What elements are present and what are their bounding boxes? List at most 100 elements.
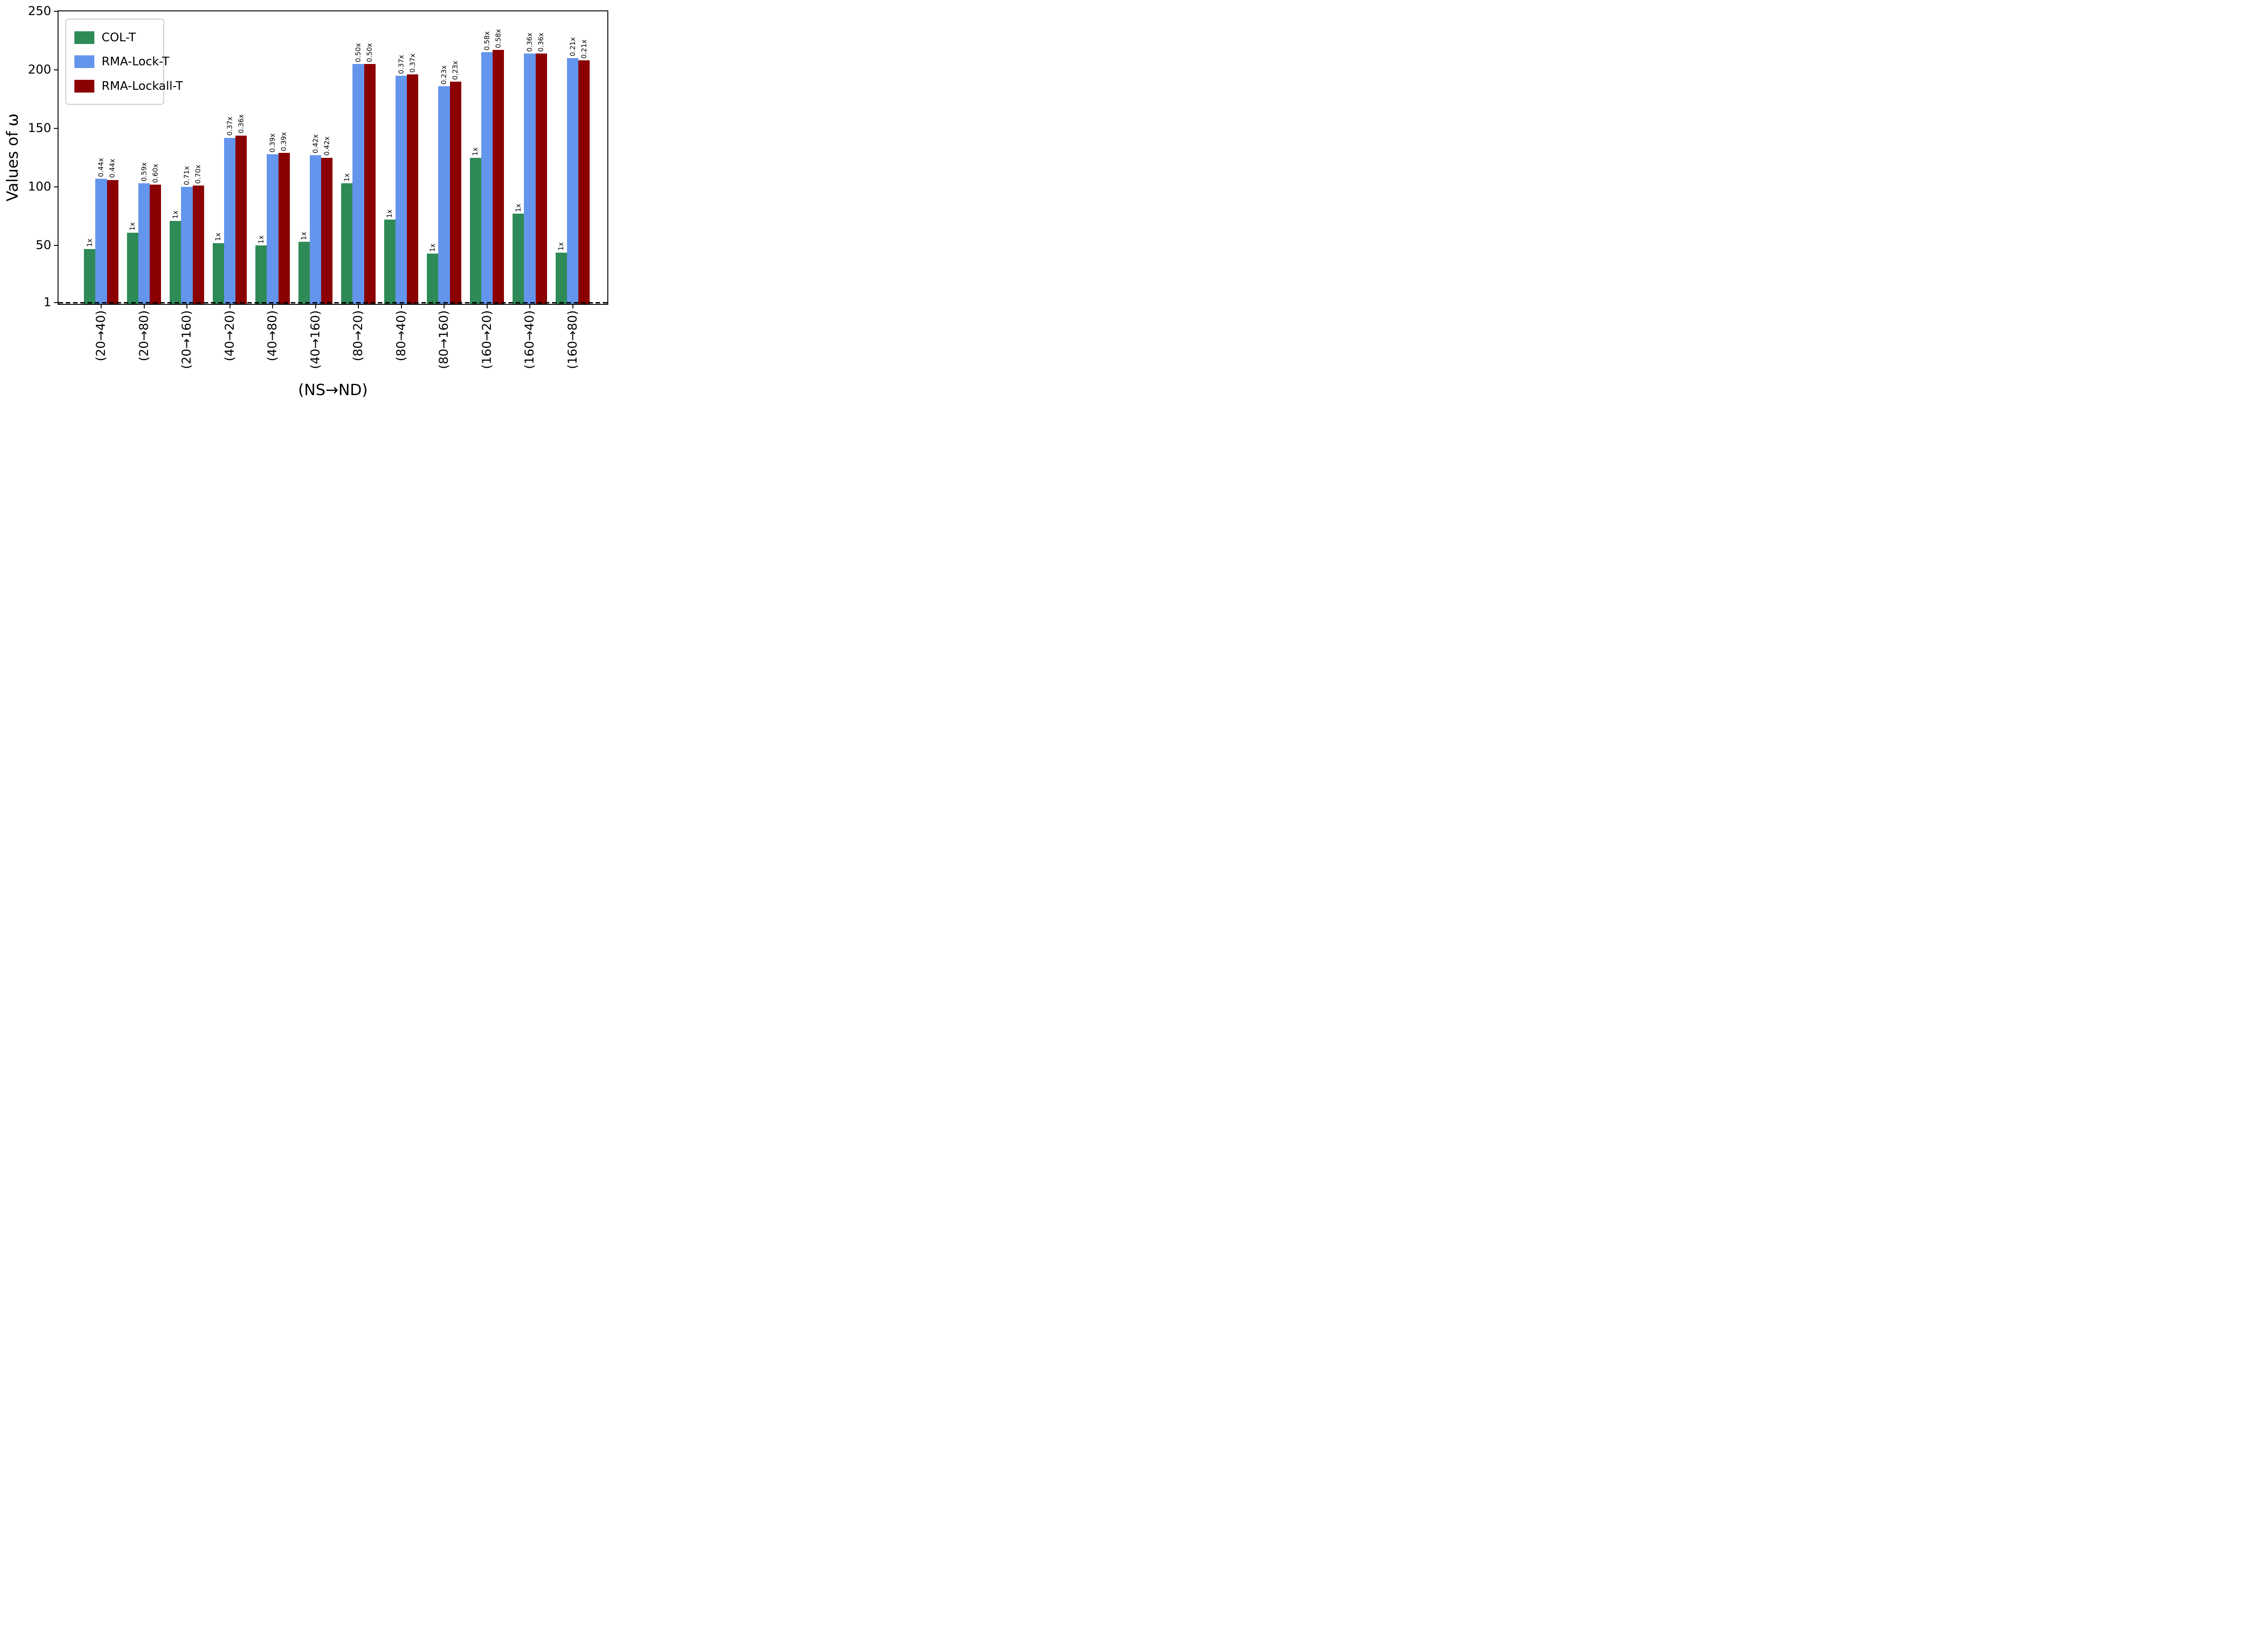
bar-rma-lock-t-80-160 [438, 86, 450, 304]
x-tick-label-40-20: (40→20) [222, 310, 237, 362]
bar-value-label-col-t-80-20: 1x [342, 173, 351, 182]
bar-col-t-40-160 [298, 242, 310, 304]
bar-value-label-col-t-20-80: 1x [128, 222, 137, 231]
legend: COL-T RMA-Lock-T RMA-Lockall-T [65, 19, 183, 105]
bar-col-t-80-160 [427, 254, 439, 304]
bar-rma-lock-t-20-40 [95, 178, 107, 304]
y-tick-mark [54, 245, 58, 246]
bar-rma-lock-t-80-40 [395, 75, 407, 304]
x-tick-mark [272, 305, 273, 308]
bar-value-label-rma-lock-t-80-40: 0.37x [396, 54, 405, 74]
x-tick-label-20-160: (20→160) [180, 310, 194, 369]
x-tick-label-80-40: (80→40) [394, 310, 408, 362]
bar-rma-lock-t-160-20 [481, 52, 493, 304]
legend-swatch-rma-lockall-t [74, 79, 94, 93]
bar-col-t-40-20 [212, 243, 224, 304]
x-tick-mark [101, 305, 102, 308]
bar-col-t-20-160 [170, 220, 181, 304]
bar-col-t-20-80 [127, 232, 138, 304]
bar-value-label-rma-lock-t-40-20: 0.37x [225, 117, 234, 136]
bar-rma-lock-t-20-80 [138, 183, 150, 304]
bar-value-label-col-t-20-160: 1x [171, 210, 180, 219]
y-tick-label: 50 [35, 238, 51, 252]
bar-value-label-rma-lock-t-160-20: 0.58x [482, 31, 491, 51]
x-tick-label-80-20: (80→20) [351, 310, 366, 362]
bar-value-label-rma-lockall-t-80-160: 0.23x [451, 60, 459, 80]
y-tick-mark [54, 186, 58, 187]
x-tick-label-80-160: (80→160) [437, 310, 451, 369]
bar-rma-lockall-t-80-160 [450, 81, 461, 304]
bar-rma-lockall-t-20-160 [192, 186, 204, 304]
bar-value-label-rma-lockall-t-160-20: 0.58x [494, 29, 503, 49]
x-tick-label-160-40: (160→40) [523, 310, 537, 369]
bar-col-t-40-80 [255, 245, 267, 304]
bar-value-label-rma-lockall-t-20-160: 0.70x [194, 165, 202, 184]
bar-col-t-160-80 [555, 252, 567, 304]
legend-label-col-t: COL-T [102, 30, 136, 44]
bar-value-label-col-t-40-80: 1x [257, 235, 265, 244]
bar-value-label-col-t-160-80: 1x [557, 242, 565, 251]
x-tick-mark [186, 305, 187, 308]
x-tick-label-160-80: (160→80) [565, 310, 580, 369]
bar-value-label-rma-lock-t-80-20: 0.50x [354, 43, 362, 63]
bar-rma-lockall-t-20-80 [150, 184, 161, 304]
bar-rma-lockall-t-80-20 [364, 64, 376, 304]
bar-value-label-rma-lockall-t-80-40: 0.37x [408, 54, 417, 73]
legend-item-rma-lock-t: RMA-Lock-T [74, 55, 169, 68]
y-tick-label: 150 [28, 121, 51, 135]
x-tick-mark [315, 305, 316, 308]
x-tick-mark [572, 305, 573, 308]
bar-value-label-rma-lock-t-160-80: 0.21x [568, 37, 577, 57]
bar-value-label-rma-lock-t-20-40: 0.44x [97, 157, 105, 177]
bar-value-label-col-t-40-20: 1x [214, 233, 222, 241]
bar-value-label-rma-lock-t-40-160: 0.42x [311, 134, 319, 154]
x-tick-label-20-80: (20→80) [137, 310, 151, 362]
legend-item-rma-lockall-t: RMA-Lockall-T [74, 79, 183, 93]
bar-value-label-rma-lockall-t-40-80: 0.39x [279, 132, 288, 152]
bar-value-label-rma-lockall-t-20-40: 0.44x [108, 159, 117, 178]
x-tick-mark [486, 305, 488, 308]
bar-value-label-col-t-40-160: 1x [299, 231, 308, 240]
x-tick-label-20-40: (20→40) [94, 310, 108, 362]
bar-rma-lock-t-160-40 [524, 53, 536, 304]
bar-col-t-80-20 [341, 183, 353, 304]
y-tick-mark [54, 11, 58, 12]
legend-swatch-col-t [74, 31, 94, 44]
bar-col-t-20-40 [84, 249, 96, 304]
y-tick-mark [54, 69, 58, 70]
bar-value-label-col-t-160-20: 1x [471, 147, 479, 156]
bar-value-label-rma-lock-t-80-160: 0.23x [440, 65, 448, 85]
bar-value-label-rma-lockall-t-160-40: 0.36x [537, 32, 545, 52]
bar-rma-lockall-t-40-80 [278, 153, 290, 304]
x-tick-mark [529, 305, 530, 308]
y-tick-label: 1 [43, 295, 51, 310]
y-tick-label: 250 [28, 4, 51, 18]
x-tick-mark [401, 305, 402, 308]
bar-value-label-rma-lockall-t-160-80: 0.21x [580, 39, 588, 59]
y-tick-mark [54, 128, 58, 129]
y-tick-label: 200 [28, 63, 51, 77]
bar-value-label-rma-lockall-t-20-80: 0.60x [151, 163, 160, 183]
y-tick-mark [54, 302, 58, 303]
bar-value-label-rma-lock-t-160-40: 0.36x [525, 32, 534, 52]
x-axis-label: (NS→ND) [298, 381, 368, 399]
x-tick-label-160-20: (160→20) [479, 310, 494, 369]
legend-label-rma-lockall-t: RMA-Lockall-T [102, 79, 183, 93]
bar-value-label-col-t-160-40: 1x [514, 203, 523, 212]
bar-rma-lockall-t-80-40 [407, 74, 419, 304]
bar-rma-lockall-t-160-20 [493, 50, 504, 304]
bar-rma-lock-t-20-160 [181, 187, 193, 304]
plot-area: 1x 1x 1x 1x 1x 1x 1x 1x 1x 1x 1x 1x 0.44x 0.59x 0.71x 0… [58, 10, 608, 305]
legend-label-rma-lock-t: RMA-Lock-T [102, 55, 170, 68]
bar-value-label-col-t-20-40: 1x [85, 239, 94, 247]
reference-line-y1 [59, 302, 607, 303]
bar-value-label-rma-lockall-t-40-160: 0.42x [323, 137, 331, 156]
x-tick-label-40-80: (40→80) [265, 310, 280, 362]
bar-rma-lock-t-40-20 [224, 137, 236, 304]
bar-col-t-80-40 [384, 220, 396, 304]
bar-rma-lockall-t-160-80 [578, 60, 590, 304]
bar-value-label-rma-lock-t-20-80: 0.59x [139, 162, 148, 182]
x-tick-mark [444, 305, 445, 308]
bar-col-t-160-20 [469, 157, 481, 304]
x-tick-mark [358, 305, 359, 308]
